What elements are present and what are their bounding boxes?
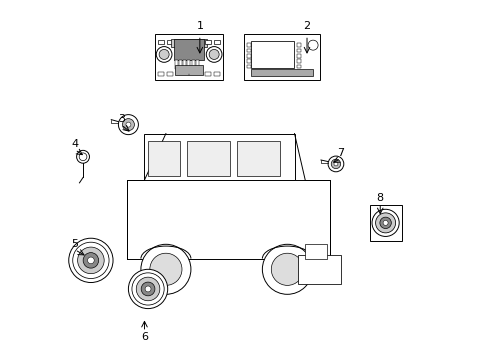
Circle shape — [156, 46, 172, 62]
Circle shape — [159, 49, 169, 59]
Bar — [296, 59, 300, 63]
Circle shape — [128, 269, 167, 309]
Circle shape — [206, 46, 222, 62]
Bar — [213, 72, 220, 76]
Bar — [246, 49, 250, 52]
Circle shape — [122, 119, 134, 131]
Text: 7: 7 — [337, 148, 344, 158]
Circle shape — [271, 253, 303, 285]
Bar — [237, 141, 280, 176]
Bar — [126, 180, 329, 258]
Circle shape — [141, 244, 190, 294]
Bar — [166, 40, 173, 44]
Bar — [296, 49, 300, 52]
Text: 4: 4 — [71, 139, 78, 149]
Circle shape — [371, 209, 398, 237]
Bar — [250, 69, 312, 76]
Circle shape — [379, 217, 390, 229]
Bar — [191, 60, 194, 69]
Circle shape — [330, 159, 340, 168]
Circle shape — [69, 238, 113, 283]
Circle shape — [79, 153, 87, 161]
Text: 1: 1 — [196, 21, 203, 31]
Circle shape — [149, 253, 182, 285]
Circle shape — [118, 114, 138, 135]
Bar — [179, 60, 182, 69]
Bar — [166, 72, 173, 76]
Bar — [246, 54, 250, 58]
Circle shape — [333, 162, 337, 166]
Bar — [174, 39, 203, 60]
Bar — [175, 60, 178, 69]
Bar — [250, 41, 294, 68]
Text: 6: 6 — [141, 332, 148, 342]
Text: 5: 5 — [71, 239, 78, 249]
Circle shape — [141, 282, 155, 296]
Bar — [204, 40, 211, 44]
Circle shape — [78, 247, 104, 274]
Bar — [213, 40, 220, 44]
Circle shape — [382, 220, 387, 225]
Bar — [246, 59, 250, 63]
Bar — [195, 60, 198, 69]
Circle shape — [73, 242, 109, 279]
Text: 2: 2 — [303, 21, 310, 31]
Circle shape — [327, 156, 343, 172]
Circle shape — [136, 277, 160, 301]
Text: 3: 3 — [118, 114, 124, 124]
Bar — [148, 141, 180, 176]
Bar — [296, 43, 300, 47]
Bar — [187, 60, 190, 69]
Text: 8: 8 — [376, 193, 383, 203]
Bar — [187, 141, 230, 176]
Circle shape — [132, 273, 164, 305]
Bar — [158, 72, 164, 76]
Circle shape — [145, 286, 151, 292]
Circle shape — [87, 257, 94, 264]
Bar — [296, 54, 300, 58]
Bar — [175, 64, 203, 75]
Circle shape — [83, 253, 99, 268]
Bar — [183, 60, 186, 69]
Bar — [298, 255, 340, 284]
Bar — [158, 40, 164, 44]
Bar — [369, 205, 401, 241]
Circle shape — [262, 244, 312, 294]
Bar — [204, 72, 211, 76]
Circle shape — [77, 150, 89, 163]
Bar — [144, 134, 294, 180]
Bar — [296, 65, 300, 68]
Circle shape — [307, 40, 317, 50]
Bar — [244, 33, 319, 80]
Circle shape — [375, 213, 395, 233]
Bar — [246, 43, 250, 47]
Bar — [155, 33, 223, 80]
Circle shape — [125, 122, 131, 127]
Bar — [305, 244, 326, 258]
Bar — [171, 39, 206, 47]
Circle shape — [209, 49, 219, 59]
Bar — [246, 65, 250, 68]
